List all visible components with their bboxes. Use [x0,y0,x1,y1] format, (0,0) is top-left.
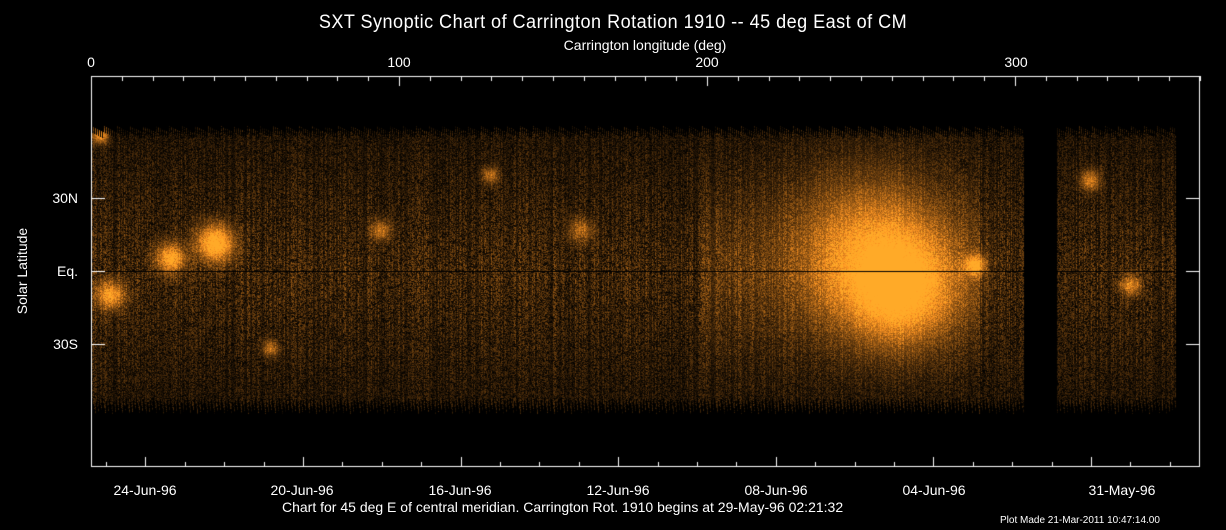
chart-title: SXT Synoptic Chart of Carrington Rotatio… [318,12,908,33]
y-tick-label: 30S [53,336,78,352]
x-tick-label: 0 [87,54,95,70]
date-tick-label: 12-Jun-96 [586,482,650,498]
x-tick-label: 100 [387,54,411,70]
y-tick-label: Eq. [56,263,78,279]
x-axis-label: Carrington longitude (deg) [563,37,727,53]
date-tick-label: 24-Jun-96 [113,482,177,498]
x-tick-label: 300 [1004,54,1028,70]
chart-footer: Chart for 45 deg E of central meridian. … [282,499,844,515]
date-tick-label: 20-Jun-96 [270,482,334,498]
date-tick-label: 04-Jun-96 [902,482,966,498]
date-tick-label: 16-Jun-96 [428,482,492,498]
y-tick-label: 30N [52,190,78,206]
x-tick-label: 200 [695,54,719,70]
date-tick-label: 08-Jun-96 [744,482,808,498]
date-tick-label: 31-May-96 [1088,482,1156,498]
plot-made-timestamp: Plot Made 21-Mar-2011 10:47:14.00 [1000,515,1160,526]
